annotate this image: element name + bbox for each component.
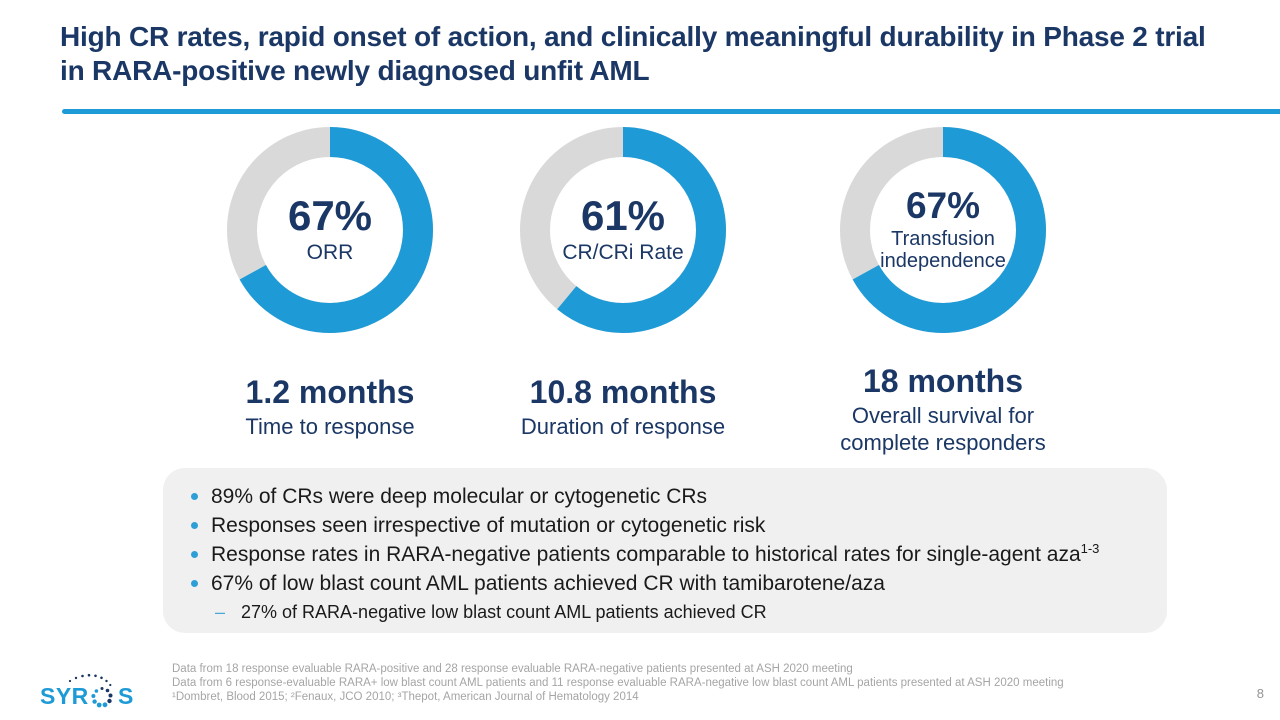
stat-value: 18 months <box>862 363 1024 399</box>
footnote-line: Data from 18 response evaluable RARA-pos… <box>172 663 853 675</box>
bullet-text: Response rates in RARA-negative patients… <box>211 541 1100 566</box>
kpi-column-crcri: 61% CR/CRi Rate <box>473 127 773 333</box>
citation-superscript: 1-3 <box>1080 541 1100 556</box>
logo-dotted-o-icon <box>91 687 113 708</box>
stat-label: Time to response <box>245 413 415 439</box>
bullet-list: 89% of CRs were deep molecular or cytoge… <box>163 468 1167 595</box>
bullet-item: 89% of CRs were deep molecular or cytoge… <box>191 485 1147 508</box>
donut-center-text: 67% ORR <box>227 127 433 333</box>
bullet-text: Responses seen irrespective of mutation … <box>211 514 766 537</box>
dash-icon: – <box>215 602 226 622</box>
donut-label: Transfusion independence <box>880 227 1006 273</box>
bullet-item: Responses seen irrespective of mutation … <box>191 514 1147 537</box>
donut-svg <box>840 127 1046 333</box>
logo-dot-arc-icon <box>68 673 112 687</box>
logo-text-right: S <box>118 683 133 709</box>
donut-value: 61% <box>580 192 666 240</box>
slide-title: High CR rates, rapid onset of action, an… <box>60 21 1206 86</box>
bullet-item: Response rates in RARA-negative patients… <box>191 541 1147 566</box>
kpi-column-orr: 67% ORR <box>180 127 480 333</box>
donut-value: 67% <box>905 185 981 227</box>
stat-duration-of-response: 10.8 months Duration of response <box>473 375 773 440</box>
footnotes: Data from 18 response evaluable RARA-pos… <box>172 663 1152 704</box>
bullet-text: 89% of CRs were deep molecular or cytoge… <box>211 485 708 508</box>
footnote-line: ¹Dombret, Blood 2015; ²Fenaux, JCO 2010;… <box>172 690 639 703</box>
syros-logo: SYR S <box>40 673 133 709</box>
stat-time-to-response: 1.2 months Time to response <box>180 375 480 440</box>
donut-chart-crcri: 61% CR/CRi Rate <box>520 127 726 333</box>
key-findings-panel: 89% of CRs were deep molecular or cytoge… <box>163 468 1167 633</box>
bullet-icon <box>191 580 198 587</box>
bullet-icon <box>191 522 198 529</box>
stat-label: Overall survival for complete responders <box>840 402 1046 456</box>
bullet-icon <box>191 551 198 558</box>
bullet-text: 67% of low blast count AML patients achi… <box>211 572 885 595</box>
footnote-line: Data from 6 response-evaluable RARA+ low… <box>172 676 1064 689</box>
stat-value: 1.2 months <box>245 374 415 410</box>
sub-bullet-item: – 27% of RARA-negative low blast count A… <box>215 601 1167 623</box>
sub-bullet-text: 27% of RARA-negative low blast count AML… <box>241 602 767 622</box>
bullet-item: 67% of low blast count AML patients achi… <box>191 572 1147 595</box>
logo-text-left: SYR <box>40 683 89 709</box>
donut-svg <box>520 127 726 333</box>
donut-center-text: 67% Transfusion independence <box>840 127 1046 333</box>
donut-value: 67% <box>287 192 373 240</box>
donut-chart-orr: 67% ORR <box>227 127 433 333</box>
stat-value: 10.8 months <box>529 374 717 410</box>
title-divider-rule <box>62 109 1280 114</box>
page-number: 8 <box>1256 686 1264 701</box>
donut-chart-transfusion: 67% Transfusion independence <box>840 127 1046 333</box>
kpi-column-transfusion: 67% Transfusion independence <box>793 127 1093 333</box>
donut-label: CR/CRi Rate <box>562 241 684 265</box>
donut-center-text: 61% CR/CRi Rate <box>520 127 726 333</box>
stat-label: Duration of response <box>520 413 726 439</box>
donut-svg <box>227 127 433 333</box>
bullet-icon <box>191 493 198 500</box>
stat-overall-survival: 18 months Overall survival for complete … <box>823 364 1063 457</box>
donut-label: ORR <box>306 241 354 265</box>
